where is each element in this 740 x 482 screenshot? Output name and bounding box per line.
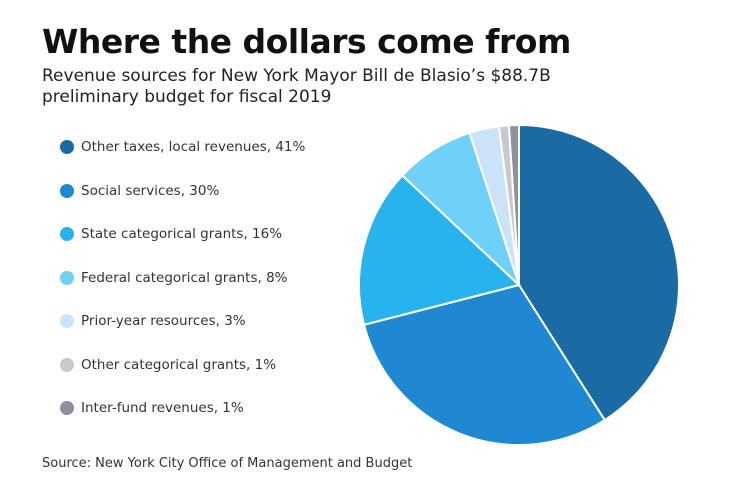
chart-title: Where the dollars come from bbox=[42, 22, 571, 61]
legend-item: Federal categorical grants, 8% bbox=[60, 268, 288, 288]
legend-item: Social services, 30% bbox=[60, 181, 219, 201]
legend-label: Other taxes, local revenues, 41% bbox=[81, 139, 306, 155]
source-note: Source: New York City Office of Manageme… bbox=[42, 456, 413, 471]
chart-subtitle: Revenue sources for New York Mayor Bill … bbox=[42, 66, 551, 107]
legend-swatch bbox=[60, 140, 74, 154]
legend-item: Prior-year resources, 3% bbox=[60, 311, 246, 331]
legend-item: State categorical grants, 16% bbox=[60, 224, 282, 244]
legend-label: Other categorical grants, 1% bbox=[81, 356, 277, 373]
legend-label: Inter-fund revenues, 1% bbox=[81, 400, 244, 416]
legend-swatch bbox=[60, 270, 74, 285]
legend-swatch bbox=[60, 183, 74, 198]
legend-swatch bbox=[60, 401, 74, 415]
legend-label: Federal categorical grants, 8% bbox=[81, 269, 288, 286]
pie-slice bbox=[358, 174, 522, 327]
legend-label: Prior-year resources, 3% bbox=[81, 313, 246, 329]
legend-swatch bbox=[60, 227, 74, 241]
pie-slice bbox=[507, 123, 520, 286]
legend-swatch bbox=[60, 357, 74, 372]
legend-label: State categorical grants, 16% bbox=[81, 226, 283, 242]
legend-swatch bbox=[60, 314, 74, 328]
pie-slice bbox=[362, 283, 607, 446]
legend-label: Social services, 30% bbox=[81, 182, 220, 199]
legend-item: Other categorical grants, 1% bbox=[60, 355, 276, 375]
legend-item: Inter-fund revenues, 1% bbox=[60, 398, 244, 418]
legend-item: Other taxes, local revenues, 41% bbox=[60, 137, 305, 157]
